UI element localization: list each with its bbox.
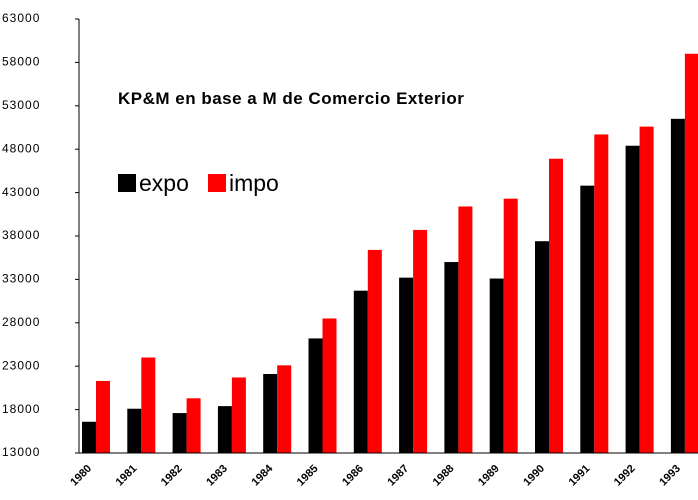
x-tick-label: 1983 (204, 463, 230, 489)
bar (580, 185, 595, 453)
x-tick-label: 1986 (340, 463, 366, 489)
bar (186, 398, 201, 453)
bar (263, 374, 278, 453)
x-tick-label: 1989 (476, 463, 502, 489)
x-tick-label: 1982 (159, 463, 185, 489)
bar (217, 406, 232, 453)
bar (458, 206, 473, 453)
bar (489, 278, 504, 453)
y-tick-label: 33000 (2, 272, 40, 286)
bar (172, 413, 187, 453)
legend-label: expo (139, 170, 189, 196)
y-tick-label: 13000 (2, 445, 40, 459)
x-tick-label: 1991 (567, 463, 593, 489)
x-tick-label: 1985 (295, 463, 321, 489)
y-tick-label: 23000 (2, 358, 40, 372)
x-tick-label: 1990 (521, 463, 547, 489)
bar (670, 118, 685, 453)
y-tick-label: 63000 (2, 11, 40, 25)
x-tick-label: 1993 (657, 463, 683, 489)
annotation: KP&M en base a M de Comercio Exterior (118, 89, 464, 108)
bar (625, 145, 640, 453)
y-tick-label: 38000 (2, 228, 40, 242)
bar (141, 357, 156, 453)
x-tick-label: 1992 (612, 463, 638, 489)
y-tick-label: 58000 (2, 55, 40, 69)
y-tick-label: 18000 (2, 402, 40, 416)
bar (127, 408, 142, 453)
bar (367, 249, 382, 453)
x-tick-label: 1984 (250, 462, 276, 488)
bar (82, 421, 96, 453)
x-tick-label: 1988 (431, 463, 457, 489)
y-tick-label: 43000 (2, 185, 40, 199)
bar (96, 380, 110, 453)
x-tick-label: 1987 (385, 463, 411, 489)
bar (231, 377, 246, 453)
y-tick-label: 28000 (2, 315, 40, 329)
bar (277, 365, 292, 453)
bar (353, 290, 368, 453)
x-tick-label: 1981 (114, 463, 140, 489)
y-tick-label: 53000 (2, 98, 40, 112)
bar (684, 53, 698, 453)
legend-swatch (118, 174, 136, 192)
y-tick-label: 48000 (2, 141, 40, 155)
bar (549, 158, 563, 454)
bar (594, 134, 609, 453)
bar (503, 198, 518, 453)
bar (399, 277, 414, 453)
bar (322, 318, 337, 453)
bar (535, 241, 549, 453)
bar (308, 338, 323, 453)
legend-label: impo (229, 170, 279, 196)
legend-swatch (208, 174, 226, 192)
bar (413, 229, 428, 453)
bar (444, 262, 459, 453)
bar (639, 126, 654, 453)
x-tick-label: 1980 (68, 463, 94, 489)
